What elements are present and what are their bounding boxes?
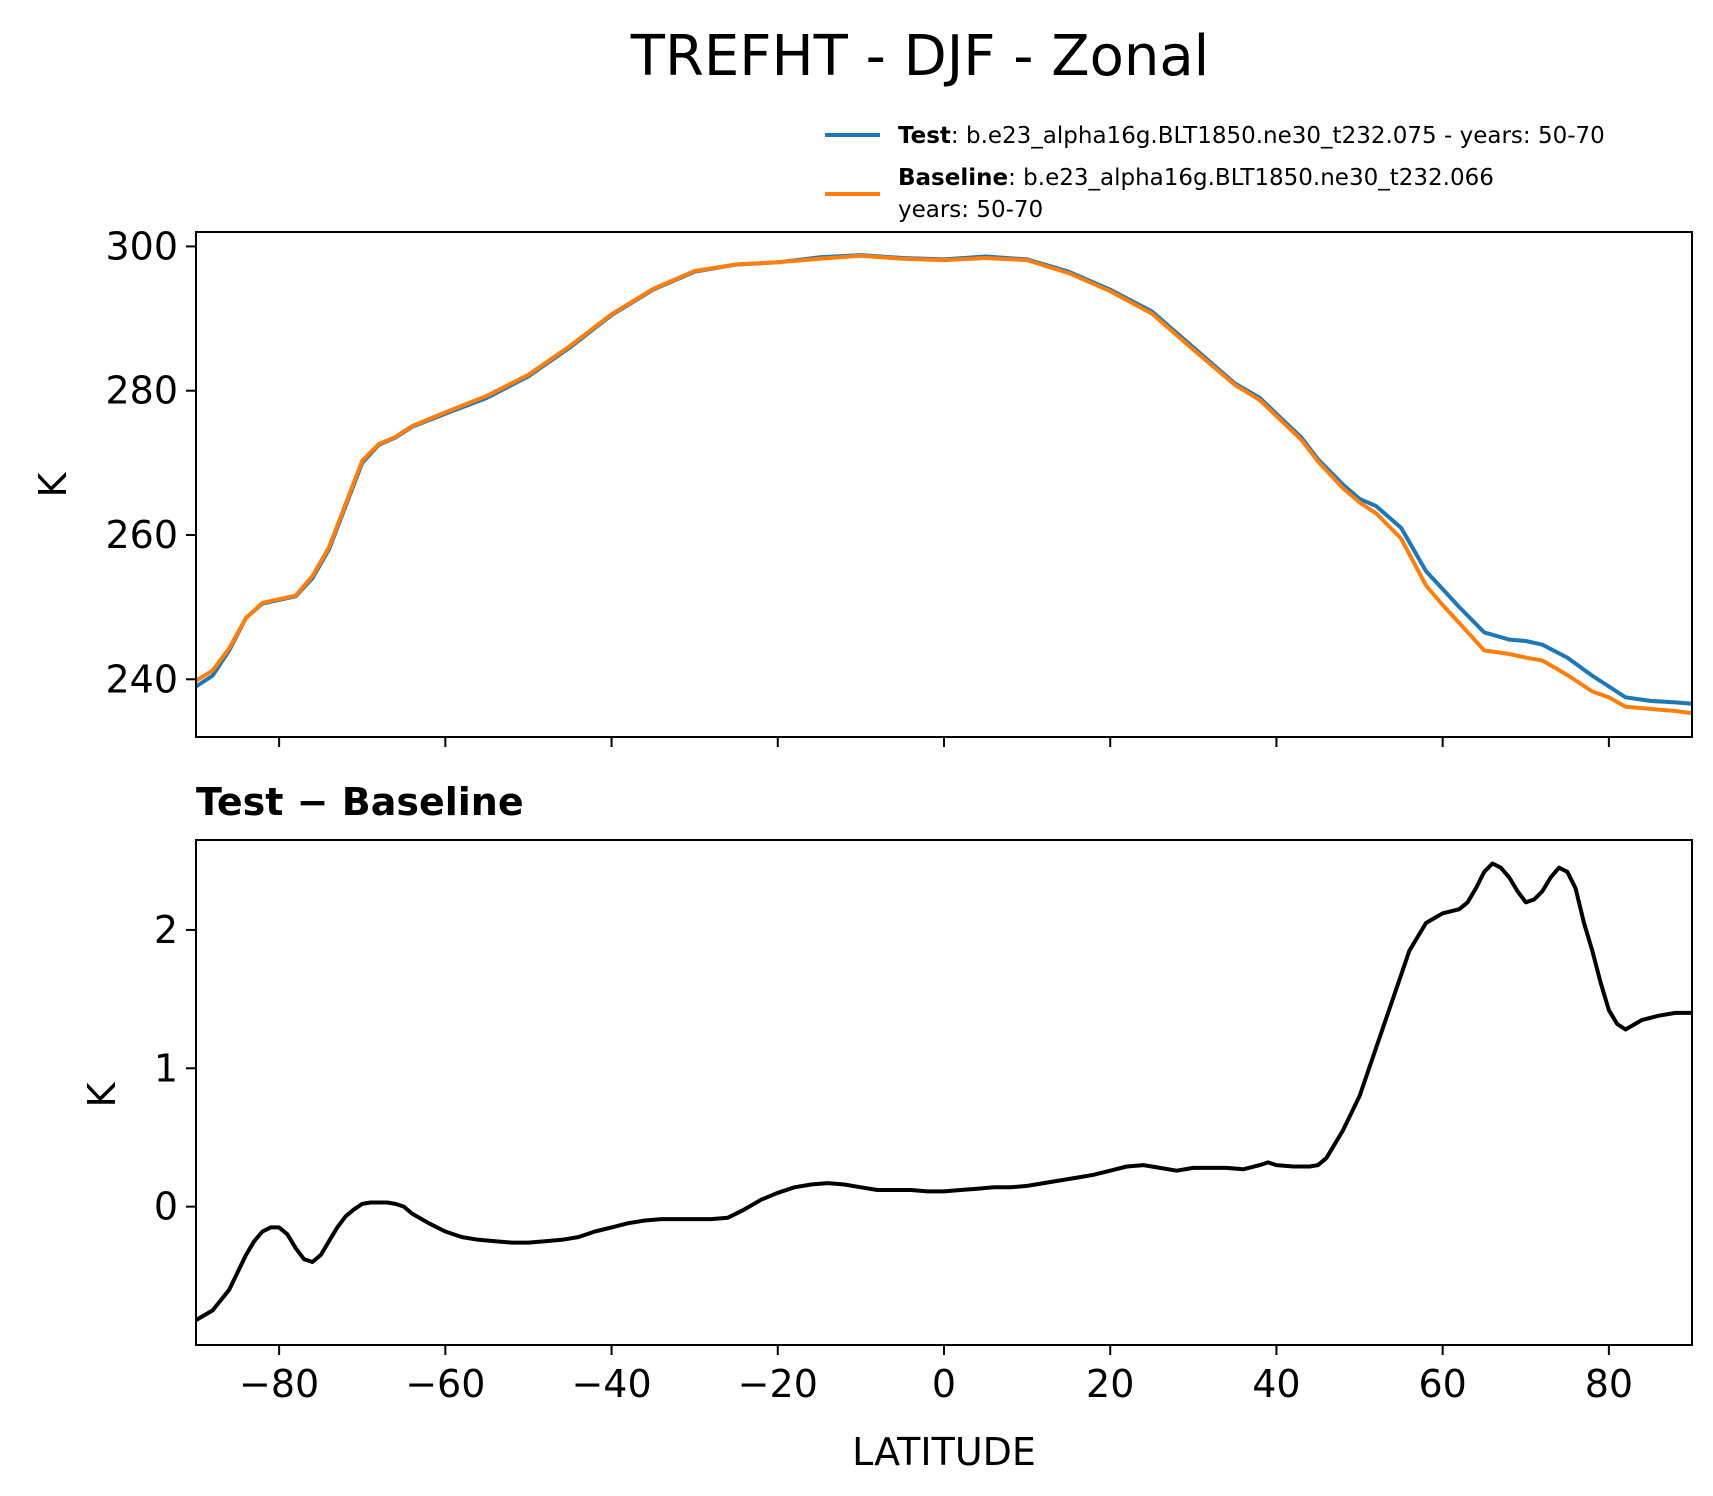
bottom-xtick-label: −60 — [405, 1362, 485, 1406]
top-ylabel: K — [31, 471, 75, 497]
top-axes-frame — [195, 231, 1693, 738]
bottom-xtick-label: −80 — [239, 1362, 319, 1406]
bottom-xtick-label: 20 — [1086, 1362, 1134, 1406]
legend-test-name: Test — [898, 123, 951, 149]
top-panel: 240 260 280 300 K — [31, 224, 1693, 747]
legend-test-label: Test: b.e23_alpha16g.BLT1850.ne30_t232.0… — [898, 123, 1605, 149]
legend-test-text: : b.e23_alpha16g.BLT1850.ne30_t232.075 -… — [951, 123, 1605, 149]
top-ytick-label: 240 — [105, 657, 178, 701]
bottom-xtick-label: 0 — [932, 1362, 956, 1406]
legend-baseline-label: Baseline: b.e23_alpha16g.BLT1850.ne30_t2… — [898, 165, 1494, 191]
x-axis-label: LATITUDE — [852, 1430, 1036, 1474]
bottom-series-line-test-baseline — [194, 861, 1692, 1322]
bottom-axes-frame — [195, 839, 1693, 1346]
bottom-xtick-label: 60 — [1418, 1362, 1466, 1406]
legend-baseline-name: Baseline — [898, 165, 1008, 191]
bottom-ytick-label: 0 — [154, 1185, 178, 1229]
top-ytick-label: 280 — [105, 369, 178, 413]
bottom-xtick-label: 80 — [1585, 1362, 1633, 1406]
bottom-ytick-label: 2 — [154, 908, 178, 952]
bottom-xtick-label: −40 — [571, 1362, 651, 1406]
figure-title: TREFHT - DJF - Zonal — [630, 24, 1209, 89]
bottom-ytick-label: 1 — [154, 1046, 178, 1090]
top-series-line-test — [194, 253, 1693, 706]
top-ytick-label: 300 — [105, 224, 178, 268]
bottom-series-group — [194, 861, 1692, 1322]
bottom-ylabel: K — [80, 1081, 124, 1107]
bottom-yticks: 0 1 2 — [154, 908, 196, 1229]
bottom-panel-title: Test − Baseline — [196, 780, 524, 824]
top-ytick-label: 260 — [105, 513, 178, 557]
legend: Test: b.e23_alpha16g.BLT1850.ne30_t232.0… — [825, 123, 1605, 223]
top-series-line-baseline — [194, 253, 1693, 716]
top-xticks — [278, 737, 1610, 747]
legend-baseline-text: : b.e23_alpha16g.BLT1850.ne30_t232.066 — [1008, 165, 1494, 191]
bottom-panel: Test − Baseline 0 1 2 −80 −60 −40 −20 0 20 40 60 8… — [80, 780, 1693, 1474]
top-series-group — [194, 253, 1693, 716]
legend-baseline-years: years: 50-70 — [898, 197, 1043, 223]
bottom-xtick-label: −20 — [738, 1362, 818, 1406]
bottom-xticks: −80 −60 −40 −20 0 20 40 60 80 — [239, 1345, 1633, 1406]
top-yticks: 240 260 280 300 — [105, 224, 196, 701]
bottom-xtick-label: 40 — [1252, 1362, 1300, 1406]
